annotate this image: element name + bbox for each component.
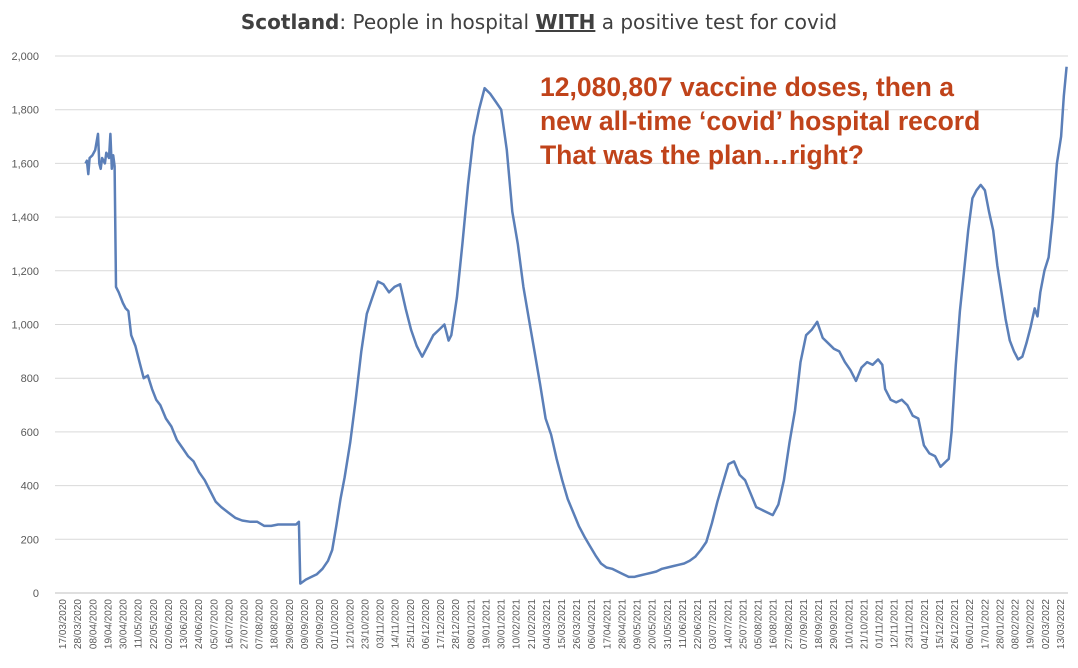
x-tick-label: 02/03/2022 (1041, 599, 1052, 649)
x-tick-label: 17/03/2020 (58, 599, 69, 649)
x-tick-label: 16/07/2020 (224, 599, 235, 649)
x-tick-label: 25/11/2020 (406, 599, 417, 649)
annotation-line-2: new all-time ‘covid’ hospital record (540, 106, 981, 136)
x-tick-label: 08/04/2020 (88, 599, 99, 649)
x-tick-label: 08/01/2021 (466, 599, 477, 649)
x-tick-label: 07/09/2021 (799, 599, 810, 649)
x-tick-label: 14/07/2021 (723, 599, 734, 649)
x-tick-label: 13/03/2022 (1056, 599, 1067, 649)
series-group (84, 66, 1068, 585)
x-tick-label: 05/07/2020 (209, 599, 220, 649)
y-tick-label: 800 (21, 373, 39, 385)
x-tick-label: 25/07/2021 (738, 599, 749, 649)
x-tick-label: 26/03/2021 (572, 599, 583, 649)
x-tick-label: 22/06/2021 (693, 599, 704, 649)
x-tick-label: 06/01/2022 (965, 599, 976, 649)
title-rest: a positive test for covid (595, 10, 838, 34)
x-tick-label: 21/10/2021 (859, 599, 870, 649)
x-tick-label: 23/11/2021 (905, 599, 916, 649)
x-tick-label: 04/12/2021 (920, 599, 931, 649)
x-tick-label: 08/02/2022 (1011, 599, 1022, 649)
x-tick-label: 27/07/2020 (239, 599, 250, 649)
x-tick-label: 22/05/2020 (149, 599, 160, 649)
x-tick-label: 06/04/2021 (587, 599, 598, 649)
x-tick-label: 17/04/2021 (602, 599, 613, 649)
x-tick-label: 13/06/2020 (179, 599, 190, 649)
title-emph: WITH (535, 10, 596, 34)
x-tick-label: 17/12/2020 (436, 599, 447, 649)
y-tick-label: 2,000 (11, 51, 39, 63)
annotation-line-3: That was the plan…right? (540, 140, 864, 170)
x-tick-label: 19/01/2021 (481, 599, 492, 649)
x-tick-label: 31/05/2021 (663, 599, 674, 649)
x-tick-label: 18/08/2020 (270, 599, 281, 649)
y-tick-label: 1,000 (11, 320, 39, 332)
y-tick-label: 1,200 (11, 266, 39, 278)
x-tick-label: 09/09/2020 (300, 599, 311, 649)
x-tick-label: 11/06/2021 (678, 599, 689, 649)
x-tick-label: 03/11/2020 (376, 599, 387, 649)
title-bold-part: Scotland (240, 10, 340, 34)
x-tick-label: 20/05/2021 (648, 599, 659, 649)
x-tick-label: 19/04/2020 (103, 599, 114, 649)
y-tick-label: 200 (21, 534, 39, 546)
x-tick-label: 01/10/2020 (330, 599, 341, 649)
x-tick-label: 10/02/2021 (512, 599, 523, 649)
x-tick-label: 29/09/2021 (829, 599, 840, 649)
x-tick-label: 28/04/2021 (617, 599, 628, 649)
annotation-line-1: 12,080,807 vaccine doses, then a (540, 72, 954, 102)
x-tick-label: 02/06/2020 (164, 599, 175, 649)
x-tick-label: 18/09/2021 (814, 599, 825, 649)
x-tick-label: 17/01/2022 (980, 599, 991, 649)
y-tick-label: 600 (21, 427, 39, 439)
x-tick-label: 15/03/2021 (557, 599, 568, 649)
x-tick-label: 21/02/2021 (527, 599, 538, 649)
x-tick-label: 04/03/2021 (542, 599, 553, 649)
chart-title: Scotland: People in hospital WITH a posi… (0, 10, 1078, 34)
y-tick-label: 1,600 (11, 158, 39, 170)
x-tick-label: 19/02/2022 (1026, 599, 1037, 649)
x-tick-label: 10/10/2021 (844, 599, 855, 649)
x-tick-label: 24/06/2020 (194, 599, 205, 649)
x-tick-label: 28/03/2020 (73, 599, 84, 649)
x-tick-label: 14/11/2020 (391, 599, 402, 649)
x-tick-label: 11/05/2020 (134, 599, 145, 649)
x-tick-label: 09/05/2021 (633, 599, 644, 649)
x-tick-label: 23/10/2020 (360, 599, 371, 649)
title-middle: : People in hospital (339, 10, 536, 34)
x-tick-label: 07/08/2020 (255, 599, 266, 649)
y-axis-ticks: 0 200 400 600 800 1,000 1,200 1,400 1,600 1,800 2,… (11, 51, 39, 600)
x-axis-ticks: 17/03/2020 28/03/2020 08/04/2020 19/04/2020… (58, 599, 1067, 649)
y-tick-label: 0 (33, 588, 39, 600)
x-tick-label: 26/12/2021 (950, 599, 961, 649)
x-tick-label: 30/01/2021 (497, 599, 508, 649)
x-tick-label: 12/11/2021 (890, 599, 901, 649)
x-tick-label: 03/07/2021 (708, 599, 719, 649)
x-tick-label: 29/08/2020 (285, 599, 296, 649)
y-tick-label: 400 (21, 481, 39, 493)
x-tick-label: 15/12/2021 (935, 599, 946, 649)
annotation-text: 12,080,807 vaccine doses, then a new all… (540, 70, 980, 172)
x-tick-label: 01/11/2021 (875, 599, 886, 649)
x-tick-label: 28/01/2022 (995, 599, 1006, 649)
series-line (84, 66, 1068, 585)
y-tick-label: 1,400 (11, 212, 39, 224)
x-tick-label: 28/12/2020 (451, 599, 462, 649)
x-tick-label: 30/04/2020 (119, 599, 130, 649)
y-tick-label: 1,800 (11, 105, 39, 117)
gridlines (55, 55, 1068, 540)
x-tick-label: 20/09/2020 (315, 599, 326, 649)
x-tick-label: 12/10/2020 (345, 599, 356, 649)
x-tick-label: 05/08/2021 (754, 599, 765, 649)
x-tick-label: 06/12/2020 (421, 599, 432, 649)
x-tick-label: 16/08/2021 (769, 599, 780, 649)
x-tick-label: 27/08/2021 (784, 599, 795, 649)
